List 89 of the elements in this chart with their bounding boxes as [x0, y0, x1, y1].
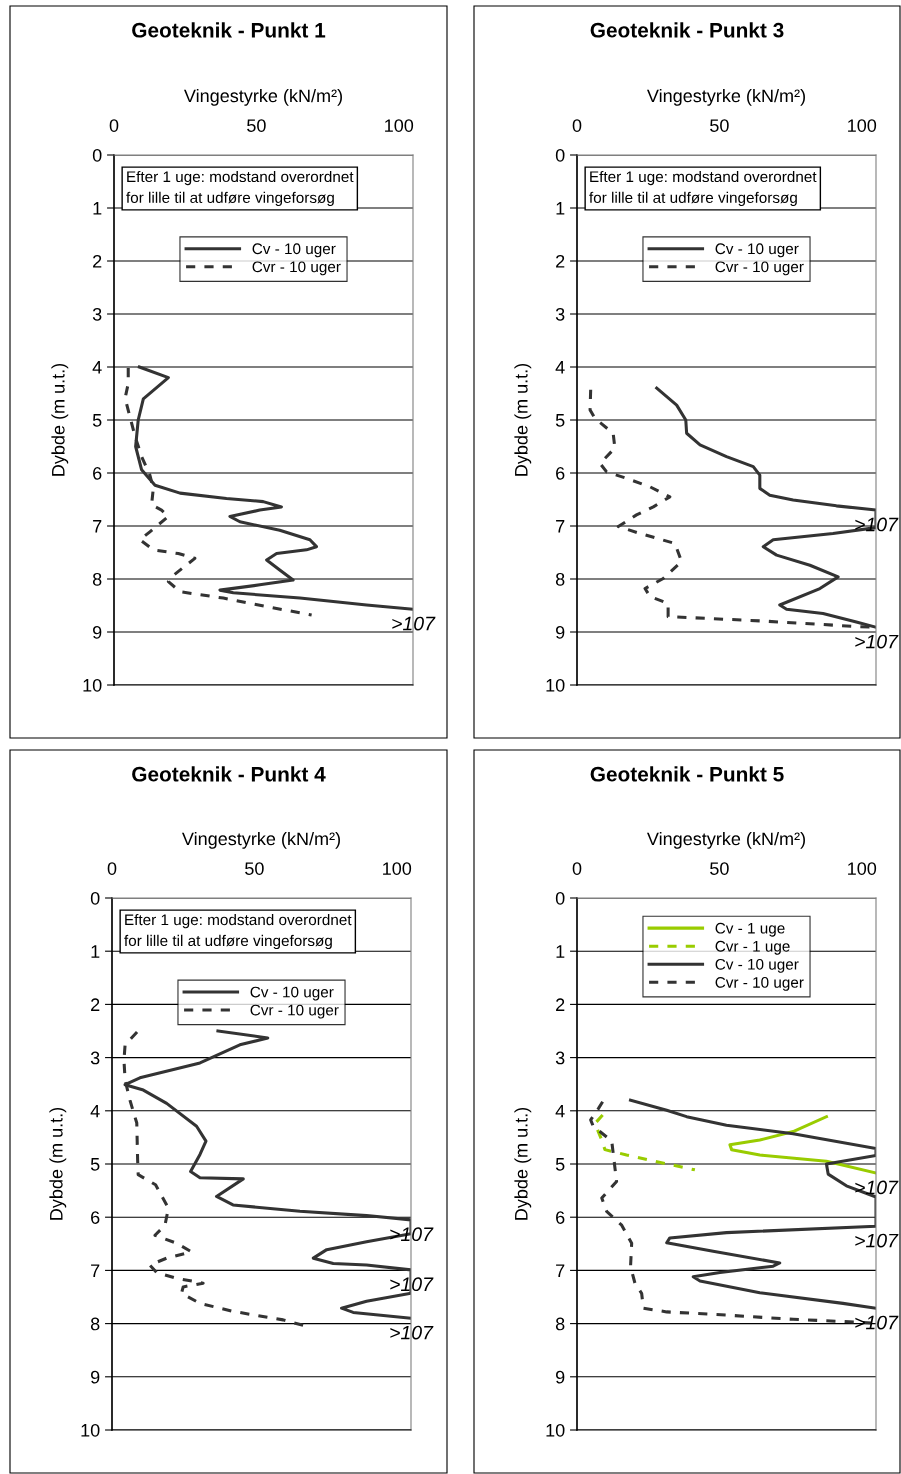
y-tick-label: 7	[556, 520, 565, 533]
legend-label: Cv - 10 uger	[252, 243, 336, 258]
chart-title: Geoteknik - Punkt 5	[590, 766, 784, 782]
legend-label: Cv - 10 uger	[715, 958, 799, 973]
annotation: >107	[855, 1233, 899, 1248]
x-tick-label: 50	[710, 862, 729, 875]
y-tick-label: 6	[556, 466, 565, 480]
y-tick-label: 6	[91, 1211, 100, 1224]
y-tick-label: 8	[90, 1317, 100, 1331]
y-tick-label: 5	[92, 414, 102, 427]
y-tick-label: 9	[91, 1370, 100, 1384]
line-series	[593, 1113, 697, 1172]
x-tick-label: 100	[383, 862, 412, 875]
y-tick-label: 8	[92, 572, 102, 586]
y-tick-label: 4	[92, 361, 102, 374]
y-tick-label: 3	[555, 1051, 565, 1065]
y-axis-title: Dybde (m u.t.)	[514, 363, 532, 476]
x-tick-label: 100	[848, 862, 877, 875]
y-axis-title: Dybde (m u.t.)	[51, 363, 69, 476]
y-tick-label: 5	[90, 1158, 100, 1171]
y-tick-label: 3	[90, 1051, 100, 1065]
y-tick-label: 10	[546, 678, 565, 692]
legend-label: Cvr - 10 uger	[715, 976, 804, 991]
legend-label: Cvr - 10 uger	[715, 261, 804, 276]
y-tick-label: 4	[90, 1104, 100, 1118]
y-tick-label: 7	[91, 1264, 100, 1277]
y-tick-label: 0	[92, 148, 102, 162]
legend-label: Cvr - 10 uger	[250, 1004, 339, 1019]
x-axis-title: Vingestyrke (kN/m²)	[183, 88, 342, 106]
y-tick-label: 1	[93, 202, 102, 215]
y-tick-label: 3	[555, 307, 565, 321]
x-tick-label: 0	[109, 119, 119, 132]
x-tick-label: 0	[107, 862, 117, 875]
x-tick-label: 0	[572, 119, 582, 132]
annotation: >107	[855, 1180, 899, 1195]
y-tick-label: 7	[556, 1264, 565, 1277]
legend-label: Cv - 10 uger	[250, 986, 334, 1001]
y-tick-label: 6	[93, 466, 102, 480]
legend-label: Cv - 1 uge	[715, 922, 785, 937]
y-tick-label: 1	[556, 202, 565, 215]
y-axis-title: Dybde (m u.t.)	[514, 1107, 532, 1220]
chart-title: Geoteknik - Punkt 1	[132, 22, 326, 38]
x-axis-title: Vingestyrke (kN/m²)	[646, 831, 805, 849]
x-tick-label: 50	[245, 862, 264, 875]
line-series	[728, 1115, 876, 1175]
y-tick-label: 0	[90, 891, 100, 905]
x-tick-label: 0	[572, 862, 582, 875]
legend-label: Cvr - 10 uger	[252, 261, 341, 276]
annotation: Efter 1 uge: modstand overordnet for lille til at udføre vingeforsøg	[126, 170, 354, 207]
y-tick-label: 0	[555, 891, 565, 905]
legend-label: Cvr - 1 uge	[715, 940, 790, 955]
y-tick-label: 6	[556, 1211, 565, 1224]
y-tick-label: 0	[555, 148, 565, 162]
annotation: >107	[392, 616, 436, 631]
x-axis-title: Vingestyrke (kN/m²)	[181, 831, 340, 849]
x-tick-label: 100	[848, 119, 877, 132]
y-tick-label: 8	[555, 572, 565, 586]
y-tick-label: 7	[93, 520, 102, 533]
y-tick-label: 2	[93, 254, 102, 268]
y-tick-label: 4	[555, 361, 565, 374]
x-tick-label: 50	[247, 119, 266, 132]
x-tick-label: 50	[710, 119, 729, 132]
x-tick-label: 100	[385, 119, 414, 132]
annotation: >107	[390, 1325, 434, 1340]
annotation: >107	[855, 1315, 899, 1330]
y-tick-label: 8	[555, 1317, 565, 1331]
y-tick-label: 4	[555, 1104, 565, 1118]
y-tick-label: 10	[83, 678, 102, 692]
y-tick-label: 1	[91, 945, 100, 958]
y-tick-label: 9	[556, 625, 565, 639]
y-axis-title: Dybde (m u.t.)	[49, 1107, 67, 1220]
x-axis-title: Vingestyrke (kN/m²)	[646, 88, 805, 106]
y-tick-label: 10	[546, 1423, 565, 1437]
y-tick-label: 1	[556, 945, 565, 958]
y-tick-label: 2	[556, 998, 565, 1011]
annotation: >107	[855, 634, 899, 649]
y-tick-label: 2	[556, 254, 565, 268]
y-tick-label: 2	[91, 998, 100, 1011]
chart-title: Geoteknik - Punkt 4	[132, 766, 326, 782]
y-tick-label: 9	[556, 1370, 565, 1384]
annotation: Efter 1 uge: modstand overordnet for lille til at udføre vingeforsøg	[124, 913, 352, 950]
y-tick-label: 5	[555, 414, 565, 427]
chart-title: Geoteknik - Punkt 3	[590, 22, 784, 38]
annotation: Efter 1 uge: modstand overordnet for lille til at udføre vingeforsøg	[589, 170, 817, 207]
y-tick-label: 3	[92, 307, 102, 321]
y-tick-label: 5	[555, 1158, 565, 1171]
y-tick-label: 10	[81, 1423, 100, 1437]
y-tick-label: 9	[93, 625, 102, 639]
legend-label: Cv - 10 uger	[715, 243, 799, 258]
